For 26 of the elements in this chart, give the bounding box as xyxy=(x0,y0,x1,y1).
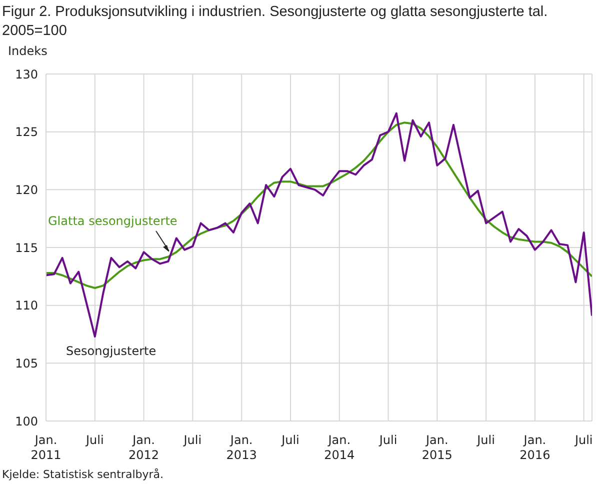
y-tick-label: 105 xyxy=(15,356,38,370)
chart-title: Figur 2. Produksjonsutvikling i industrien. Sesongjusterte og glatta sesongjusterte tal. 2005=100 xyxy=(2,3,549,41)
y-axis-title: Indeks xyxy=(8,44,48,58)
line-series xyxy=(46,112,592,338)
y-tick-label: 100 xyxy=(15,414,38,428)
x-tick-label: Jan. 2016 xyxy=(520,432,550,462)
x-tick-label: Juli xyxy=(84,432,104,447)
x-tick-label: Jan. 2013 xyxy=(226,432,257,462)
x-tick-label: Jan. 2012 xyxy=(128,432,160,462)
y-tick-label: 125 xyxy=(15,125,38,140)
text: Kjelde: Statistisk sentralbyrå. xyxy=(2,468,164,481)
y-tick-label: 110 xyxy=(15,298,38,313)
series-label: Glatta sesongjusterte xyxy=(48,214,178,228)
x-tick-label: Juli xyxy=(378,432,398,447)
x-tick-label: Juli xyxy=(476,432,495,447)
x-tick-label: Juli xyxy=(182,432,202,447)
series-label: Sesongjusterte xyxy=(66,344,156,358)
x-tick-label: Jan. 2014 xyxy=(324,432,355,462)
x-tick-label: Jan. 2015 xyxy=(422,432,452,462)
x-tick-label: Jan. 2011 xyxy=(30,432,62,462)
x-tick-label: Juli xyxy=(574,432,593,447)
y-tick-label: 130 xyxy=(15,67,38,82)
line-series xyxy=(46,122,592,289)
y-tick-label: 120 xyxy=(15,182,38,197)
y-tick-label: 115 xyxy=(15,240,38,255)
x-tick-label: Juli xyxy=(280,432,300,447)
